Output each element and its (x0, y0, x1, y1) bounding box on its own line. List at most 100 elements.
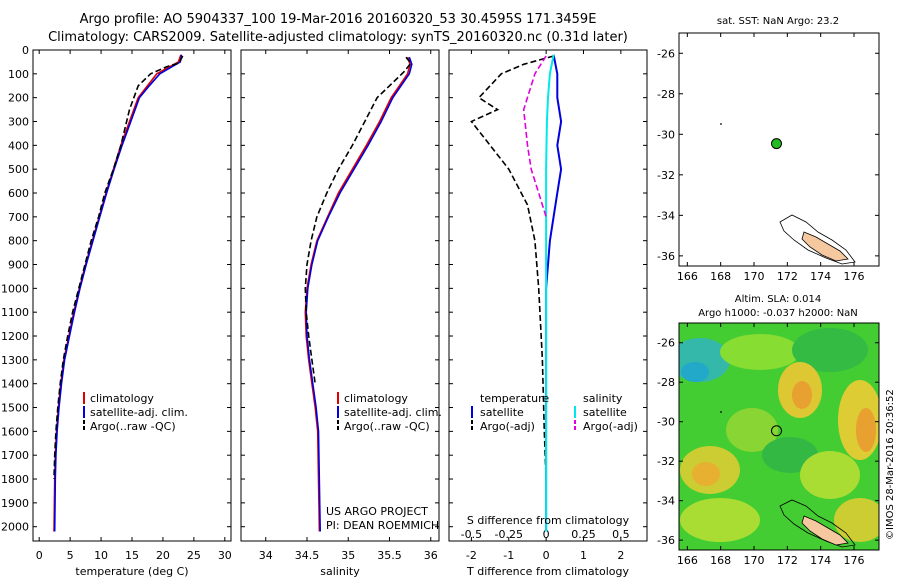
legend-label: Argo(..raw -QC) (344, 420, 430, 433)
map-x-tick-label: 168 (710, 270, 731, 283)
y-tick-label: 1800 (1, 473, 29, 486)
map-y-tick-label: -30 (657, 416, 675, 429)
y-tick-label: 200 (8, 92, 29, 105)
map-x-tick-label: 176 (844, 554, 865, 567)
sla-map-title1: Altim. SLA: 0.014 (735, 294, 821, 305)
map-x-tick-label: 172 (777, 270, 798, 283)
y-tick-label: 1300 (1, 354, 29, 367)
series-satellite-adj-clim- (53, 54, 183, 532)
x-tick-label-s: -0.25 (495, 528, 523, 541)
difference-series (470, 54, 563, 532)
temperature-xlabel: temperature (deg C) (75, 565, 188, 578)
series-temperature-satellite (545, 54, 563, 532)
salinity-series (304, 56, 413, 532)
temperature-legend: climatology satellite-adj. clim. Argo(..… (83, 392, 188, 433)
map-y-tick-label: -26 (657, 337, 675, 350)
map-y-tick-label: -32 (657, 455, 675, 468)
difference-axis: -2 -1 0 1 2 -0.5 -0.25 0 0.25 0.5 (461, 50, 630, 562)
map-x-tick-label: 176 (844, 270, 865, 283)
map-x-tick-label: 174 (810, 554, 831, 567)
x-tick-label: 34.5 (295, 549, 320, 562)
sla-map-axes: 166 168 170 172 174 176 -26 -28 -30 -32 -34 -36 (657, 323, 879, 567)
map-x-tick-label: 170 (744, 270, 765, 283)
map-x-tick-label: 166 (677, 270, 698, 283)
x-tick-label: 20 (156, 549, 170, 562)
legend-label: satellite-adj. clim. (344, 406, 442, 419)
y-tick-label: 1100 (1, 306, 29, 319)
x-tick-label: 35.5 (377, 549, 402, 562)
legend-label: Argo(-adj) (583, 420, 638, 433)
y-tick-label: 1400 (1, 378, 29, 391)
legend-label: Argo(-adj) (480, 420, 535, 433)
y-tick-label: 100 (8, 68, 29, 81)
y-tick-label: 400 (8, 139, 29, 152)
series-salinity-satellite (545, 54, 555, 532)
sst-map-axes: 166 168 170 172 174 176 -26 -28 -30 -32 -34 -36 (657, 33, 879, 283)
y-tick-label: 800 (8, 235, 29, 248)
imos-watermark: ©IMOS 28-Mar-2016 20:36:52 (885, 389, 896, 540)
sla-field (679, 323, 879, 550)
x-tick-label-s: -0.5 (461, 528, 482, 541)
x-tick-label-t: 1 (580, 549, 587, 562)
legend-label: climatology (90, 392, 154, 405)
x-tick-label-s: 0.25 (571, 528, 596, 541)
legend-label: satellite-adj. clim. (90, 406, 188, 419)
map-x-tick-label: 172 (777, 554, 798, 567)
y-tick-label: 0 (22, 44, 29, 57)
sst-map-title: sat. SST: NaN Argo: 23.2 (717, 16, 839, 27)
x-tick-label-s: 0 (543, 528, 550, 541)
salinity-xlabel: salinity (320, 565, 360, 578)
legend-label: satellite (583, 406, 627, 419)
header-line2: Climatology: CARS2009. Satellite-adjuste… (48, 30, 628, 45)
map-y-tick-label: -28 (657, 376, 675, 389)
x-tick-label: 10 (94, 549, 108, 562)
y-tick-label: 1000 (1, 282, 29, 295)
x-tick-label: 25 (187, 549, 201, 562)
x-tick-label-t: -2 (466, 549, 477, 562)
y-tick-label: 900 (8, 259, 29, 272)
map-y-tick-label: -36 (657, 534, 675, 547)
difference-legend: temperature salinity satellite Argo(-adj… (471, 392, 638, 433)
difference-xlabel: T difference from climatology (466, 565, 629, 578)
series-satellite-adj-clim- (305, 56, 413, 532)
sla-map-title2: Argo h1000: -0.037 h2000: NaN (698, 308, 858, 319)
legend-header-temperature: temperature (480, 392, 549, 405)
x-tick-label-t: -1 (503, 549, 514, 562)
sla-coastline (720, 411, 856, 548)
x-tick-label: 0 (36, 549, 43, 562)
map-y-tick-label: -28 (657, 88, 675, 101)
map-y-tick-label: -34 (657, 495, 675, 508)
legend-header-salinity: salinity (583, 392, 623, 405)
credit-project: US ARGO PROJECT (326, 505, 428, 518)
x-tick-label-s: 0.5 (612, 528, 630, 541)
y-tick-label: 1900 (1, 497, 29, 510)
series-salinity-argo-adj- (522, 55, 547, 218)
map-y-tick-label: -26 (657, 47, 675, 60)
difference-panel (448, 49, 648, 542)
temperature-series (53, 54, 184, 532)
difference-xlabel-top: S difference from climatology (467, 514, 630, 527)
temperature-axis: 0 5 10 15 20 25 30 (36, 50, 232, 562)
salinity-panel (240, 49, 440, 542)
map-x-tick-label: 174 (810, 270, 831, 283)
y-tick-label: 2000 (1, 521, 29, 534)
legend-label: climatology (344, 392, 408, 405)
argo-location-ring (771, 425, 782, 437)
series-climatology (304, 56, 411, 532)
y-tick-label: 1700 (1, 449, 29, 462)
series-argo-raw-qc- (53, 55, 184, 480)
map-x-tick-label: 170 (744, 554, 765, 567)
map-y-tick-label: -32 (657, 169, 675, 182)
map-x-tick-label: 166 (677, 554, 698, 567)
x-tick-label: 35 (341, 549, 355, 562)
temperature-panel (32, 49, 232, 542)
series-climatology (53, 54, 182, 532)
y-tick-label: 1600 (1, 425, 29, 438)
map-y-tick-label: -34 (657, 209, 675, 222)
x-tick-label: 30 (218, 549, 232, 562)
map-x-tick-label: 168 (710, 554, 731, 567)
x-tick-label: 5 (67, 549, 74, 562)
sst-map (678, 32, 880, 267)
y-tick-label: 700 (8, 211, 29, 224)
y-tick-label: 600 (8, 187, 29, 200)
